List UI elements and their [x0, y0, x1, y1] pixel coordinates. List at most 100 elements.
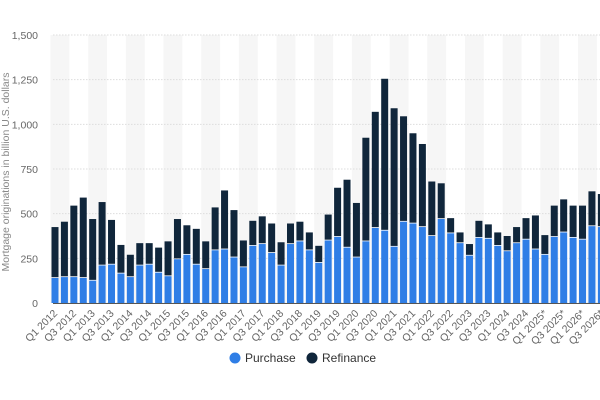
bar-refinance[interactable] — [437, 183, 445, 219]
bar-refinance[interactable] — [484, 224, 492, 238]
bar-refinance[interactable] — [522, 218, 530, 239]
legend-item-purchase[interactable]: Purchase — [229, 351, 297, 365]
bar-purchase[interactable] — [108, 264, 116, 303]
bar-purchase[interactable] — [183, 254, 191, 303]
bar-refinance[interactable] — [456, 232, 464, 243]
bar-purchase[interactable] — [352, 257, 360, 303]
bar-refinance[interactable] — [315, 245, 323, 262]
bar-refinance[interactable] — [465, 244, 473, 255]
bar-refinance[interactable] — [98, 202, 106, 265]
bar-purchase[interactable] — [287, 244, 294, 303]
bar-refinance[interactable] — [371, 111, 379, 228]
bar-refinance[interactable] — [343, 179, 351, 247]
bar-refinance[interactable] — [418, 143, 426, 227]
bar-purchase[interactable] — [447, 233, 455, 303]
bar-refinance[interactable] — [541, 235, 549, 254]
bar-purchase[interactable] — [494, 245, 502, 303]
bar-refinance[interactable] — [145, 243, 153, 264]
bar-purchase[interactable] — [51, 277, 59, 303]
bar-purchase[interactable] — [531, 249, 539, 303]
bar-purchase[interactable] — [334, 236, 342, 303]
bar-refinance[interactable] — [183, 225, 191, 254]
bar-purchase[interactable] — [343, 247, 351, 303]
bar-purchase[interactable] — [155, 272, 163, 303]
bar-refinance[interactable] — [588, 191, 596, 226]
bar-refinance[interactable] — [447, 218, 455, 233]
bar-refinance[interactable] — [136, 243, 144, 265]
bar-purchase[interactable] — [324, 240, 332, 303]
bar-purchase[interactable] — [70, 277, 78, 303]
bar-refinance[interactable] — [51, 227, 59, 278]
bar-refinance[interactable] — [334, 187, 342, 237]
bar-purchase[interactable] — [145, 264, 153, 303]
bar-purchase[interactable] — [221, 249, 229, 303]
bar-purchase[interactable] — [79, 277, 87, 303]
bar-refinance[interactable] — [579, 205, 587, 239]
bar-refinance[interactable] — [155, 247, 163, 272]
bar-purchase[interactable] — [418, 227, 426, 303]
bar-refinance[interactable] — [60, 221, 68, 277]
bar-refinance[interactable] — [475, 220, 483, 237]
bar-refinance[interactable] — [108, 219, 116, 264]
bar-purchase[interactable] — [428, 236, 436, 303]
bar-purchase[interactable] — [258, 244, 266, 303]
bar-refinance[interactable] — [239, 240, 247, 267]
bar-refinance[interactable] — [428, 181, 436, 236]
bar-purchase[interactable] — [315, 262, 323, 303]
bar-refinance[interactable] — [494, 232, 502, 246]
bar-refinance[interactable] — [513, 227, 521, 243]
bar-refinance[interactable] — [221, 190, 229, 249]
bar-refinance[interactable] — [192, 228, 200, 264]
bar-refinance[interactable] — [287, 223, 294, 244]
bar-purchase[interactable] — [465, 255, 473, 303]
bar-refinance[interactable] — [164, 241, 172, 276]
bar-purchase[interactable] — [560, 232, 568, 303]
bar-refinance[interactable] — [268, 223, 276, 253]
bar-refinance[interactable] — [569, 205, 577, 237]
bar-refinance[interactable] — [296, 221, 304, 241]
bar-refinance[interactable] — [352, 202, 360, 257]
bar-purchase[interactable] — [230, 257, 238, 303]
bar-purchase[interactable] — [579, 239, 587, 303]
bar-purchase[interactable] — [296, 241, 304, 303]
bar-purchase[interactable] — [597, 227, 600, 303]
bar-purchase[interactable] — [173, 259, 181, 303]
bar-refinance[interactable] — [173, 219, 181, 259]
bar-refinance[interactable] — [305, 232, 313, 250]
bar-purchase[interactable] — [371, 227, 379, 303]
bar-purchase[interactable] — [513, 243, 521, 303]
bar-refinance[interactable] — [560, 199, 568, 232]
bar-refinance[interactable] — [89, 219, 97, 280]
bar-refinance[interactable] — [211, 207, 219, 250]
bar-purchase[interactable] — [98, 265, 106, 303]
bar-refinance[interactable] — [230, 210, 238, 257]
bar-purchase[interactable] — [475, 237, 483, 303]
bar-purchase[interactable] — [136, 265, 144, 303]
bar-purchase[interactable] — [117, 273, 125, 303]
bar-refinance[interactable] — [202, 241, 210, 269]
bar-refinance[interactable] — [503, 236, 511, 251]
bar-purchase[interactable] — [522, 239, 530, 303]
bar-purchase[interactable] — [484, 238, 492, 303]
bar-purchase[interactable] — [277, 265, 285, 303]
bar-purchase[interactable] — [211, 250, 219, 303]
bar-refinance[interactable] — [409, 133, 417, 223]
bar-refinance[interactable] — [400, 116, 408, 221]
bar-purchase[interactable] — [192, 264, 200, 303]
bar-purchase[interactable] — [305, 250, 313, 303]
bar-refinance[interactable] — [597, 194, 600, 227]
bar-purchase[interactable] — [239, 267, 247, 303]
bar-refinance[interactable] — [258, 216, 266, 244]
bar-purchase[interactable] — [126, 277, 134, 303]
bar-purchase[interactable] — [437, 219, 445, 303]
bar-purchase[interactable] — [569, 237, 577, 303]
bar-purchase[interactable] — [89, 280, 97, 303]
bar-purchase[interactable] — [456, 243, 464, 303]
bar-purchase[interactable] — [400, 221, 408, 303]
bar-refinance[interactable] — [117, 244, 125, 273]
bar-purchase[interactable] — [362, 241, 370, 303]
bar-purchase[interactable] — [381, 230, 389, 303]
bar-purchase[interactable] — [60, 277, 68, 303]
bar-purchase[interactable] — [249, 245, 257, 303]
bar-purchase[interactable] — [268, 252, 276, 303]
